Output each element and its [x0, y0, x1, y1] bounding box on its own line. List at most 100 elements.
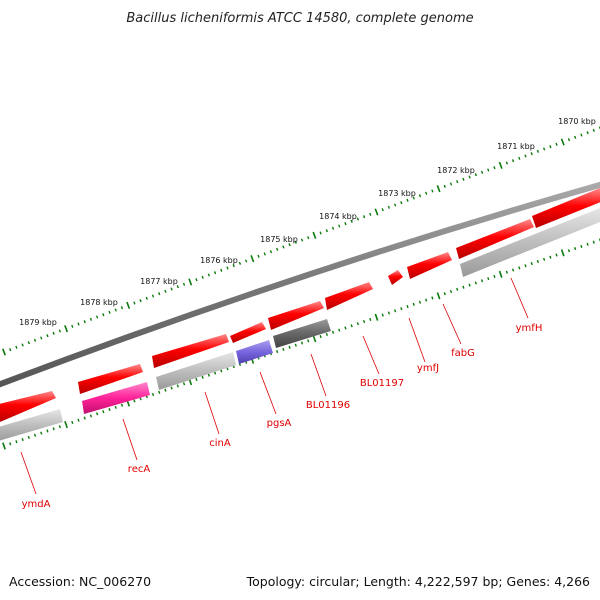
- gene-label-recA[interactable]: recA: [128, 464, 151, 475]
- gene-feature[interactable]: [268, 301, 324, 330]
- gene-label-pgsA[interactable]: pgsA: [267, 418, 292, 429]
- scale-major-tick: [436, 292, 441, 300]
- gene-feature[interactable]: [456, 219, 534, 259]
- scale-minor-tick: [406, 304, 409, 309]
- scale-minor-tick: [431, 189, 434, 193]
- scale-minor-tick: [400, 201, 403, 205]
- scale-minor-tick: [21, 343, 24, 347]
- scale-minor-tick: [362, 319, 366, 324]
- scale-minor-tick: [213, 271, 217, 275]
- scale-minor-tick: [356, 322, 359, 326]
- scale-minor-tick: [108, 310, 111, 314]
- recA-feature[interactable]: [82, 382, 150, 414]
- scale-minor-tick: [182, 282, 186, 286]
- scale-minor-tick: [294, 240, 297, 244]
- scale-minor-tick: [158, 390, 161, 394]
- scale-minor-tick: [133, 301, 136, 305]
- scale-minor-tick: [89, 414, 93, 418]
- scale-label: 1871 kbp: [497, 142, 535, 151]
- scale-minor-tick: [580, 244, 583, 248]
- scale-major-tick: [436, 185, 441, 193]
- gene-feature[interactable]: [325, 282, 373, 310]
- scale-minor-tick: [71, 420, 74, 424]
- scale-minor-tick: [263, 252, 266, 256]
- scale-minor-tick: [164, 388, 167, 392]
- scale-minor-tick: [120, 403, 124, 407]
- gene-feature[interactable]: [0, 391, 56, 422]
- gene-feature[interactable]: [152, 334, 229, 368]
- scale-minor-tick: [288, 345, 291, 349]
- scale-minor-tick: [431, 296, 434, 300]
- scale-minor-tick: [592, 240, 595, 244]
- gene-feature[interactable]: [407, 252, 452, 279]
- scale-minor-tick: [555, 142, 558, 146]
- gene-label-ymfJ[interactable]: ymfJ: [417, 363, 439, 374]
- scale-minor-tick: [77, 418, 80, 422]
- gene-feature[interactable]: [388, 270, 403, 285]
- gene-label-BL01197[interactable]: BL01197: [360, 378, 404, 389]
- scale-minor-tick: [170, 386, 173, 390]
- scale-minor-tick: [232, 264, 235, 268]
- gene-feature[interactable]: [532, 188, 600, 228]
- scale-minor-tick: [96, 412, 99, 416]
- scale-major-tick: [560, 138, 565, 146]
- scale-minor-tick: [170, 287, 173, 291]
- scale-minor-tick: [331, 330, 335, 334]
- scale-major-tick: [498, 161, 503, 169]
- scale-minor-tick: [40, 336, 43, 340]
- scale-major-tick: [2, 442, 6, 450]
- scale-minor-tick: [282, 245, 285, 249]
- forward-genes: [0, 188, 600, 422]
- scale-minor-tick: [220, 268, 223, 272]
- scale-major-tick: [312, 335, 317, 343]
- gene-feature[interactable]: [230, 322, 266, 343]
- grey-feature[interactable]: [460, 208, 600, 277]
- scale-minor-tick: [164, 289, 167, 293]
- scale-minor-tick: [474, 173, 477, 177]
- scale-minor-tick: [493, 274, 496, 279]
- gene-label-BL01196[interactable]: BL01196: [306, 400, 350, 411]
- pgsA-feature[interactable]: [236, 340, 273, 364]
- scale-major-tick: [2, 348, 6, 356]
- scale-minor-tick: [387, 311, 391, 315]
- scale-minor-tick: [120, 306, 124, 310]
- gene-label-cinA[interactable]: cinA: [209, 438, 231, 449]
- gene-label-ymfH[interactable]: ymfH: [516, 323, 543, 334]
- accession-text: Accession: NC_006270: [9, 574, 151, 589]
- scale-minor-tick: [151, 392, 155, 397]
- scale-major-tick: [126, 301, 131, 309]
- reverse-features: [0, 208, 600, 442]
- scale-minor-tick: [338, 328, 341, 332]
- scale-minor-tick: [381, 208, 384, 212]
- scale-minor-tick: [58, 329, 62, 333]
- scale-minor-tick: [456, 180, 459, 184]
- scale-minor-tick: [108, 407, 111, 412]
- scale-minor-tick: [536, 259, 540, 264]
- scale-minor-tick: [182, 382, 186, 386]
- scale-minor-tick: [567, 138, 571, 142]
- scale-minor-tick: [33, 338, 37, 342]
- hypothetical-feature[interactable]: [273, 319, 331, 348]
- scale-minor-tick: [58, 425, 61, 429]
- scale-minor-tick: [443, 184, 446, 188]
- scale-label: 1878 kbp: [80, 298, 118, 307]
- scale-label: 1876 kbp: [200, 256, 238, 265]
- scale-minor-tick: [524, 154, 527, 158]
- grey-feature[interactable]: [0, 409, 63, 442]
- scale-minor-tick: [288, 243, 291, 247]
- scale-major-tick: [188, 278, 193, 286]
- genome-summary-text: Topology: circular; Length: 4,222,597 bp…: [246, 574, 590, 589]
- scale-minor-tick: [257, 254, 260, 258]
- scale-minor-tick: [83, 416, 86, 420]
- scale-minor-tick: [462, 177, 465, 181]
- scale-minor-tick: [549, 255, 552, 259]
- grey-feature[interactable]: [156, 352, 236, 390]
- scale-minor-tick: [40, 431, 43, 435]
- gene-label-ymdA[interactable]: ymdA: [22, 499, 51, 510]
- gene-feature[interactable]: [78, 364, 143, 394]
- scale-minor-tick: [418, 300, 422, 304]
- scale-minor-tick: [201, 375, 204, 379]
- scale-minor-tick: [307, 339, 310, 343]
- gene-label-fabG[interactable]: fabG: [451, 348, 475, 359]
